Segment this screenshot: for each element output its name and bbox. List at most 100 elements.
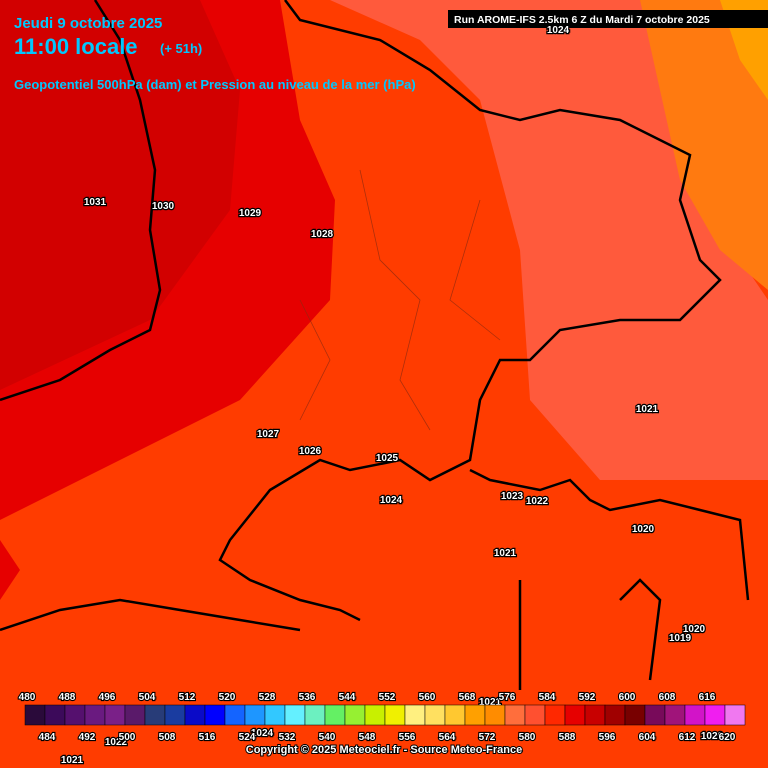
legend-swatch — [304, 704, 326, 726]
legend-swatch — [364, 704, 386, 726]
legend-swatch — [464, 704, 486, 726]
legend-swatch — [564, 704, 586, 726]
legend-swatch — [484, 704, 506, 726]
legend-label: 488 — [59, 692, 76, 703]
isobar-label: 1021 — [494, 548, 517, 559]
legend-label: 544 — [339, 692, 356, 703]
coast-south-east — [518, 578, 662, 690]
coast-west — [0, 0, 162, 402]
borders — [299, 169, 501, 431]
isobar-label: 1019 — [669, 633, 692, 644]
legend-label: 492 — [79, 732, 96, 743]
legend-swatch — [584, 704, 606, 726]
isobar-label: 1030 — [152, 201, 175, 212]
legend-swatch — [64, 704, 86, 726]
legend-swatch — [224, 704, 246, 726]
coastlines — [0, 0, 750, 690]
legend-label: 524 — [239, 732, 256, 743]
legend-swatch — [504, 704, 526, 726]
legend-label: 536 — [299, 692, 316, 703]
isobar-label: 1027 — [257, 429, 280, 440]
legend-label: 564 — [439, 732, 456, 743]
legend-label: 512 — [179, 692, 196, 703]
legend-swatch — [204, 704, 226, 726]
legend-label: 568 — [459, 692, 476, 703]
legend-swatch — [24, 704, 46, 726]
legend-label: 532 — [279, 732, 296, 743]
legend-label: 588 — [559, 732, 576, 743]
isobar-label: 1024 — [380, 495, 403, 506]
zone-red-small — [0, 540, 20, 600]
date: Jeudi 9 octobre 2025 — [14, 15, 162, 32]
legend-swatch — [444, 704, 466, 726]
zone-deep-red — [0, 0, 240, 390]
isobar-label: 1031 — [84, 197, 107, 208]
legend-label: 540 — [319, 732, 336, 743]
legend-swatch — [524, 704, 546, 726]
isobar-label: 1021 — [61, 755, 84, 766]
legend-label: 580 — [519, 732, 536, 743]
legend-label: 548 — [359, 732, 376, 743]
legend-swatch — [604, 704, 626, 726]
legend-label: 620 — [719, 732, 736, 743]
legend-swatch — [704, 704, 726, 726]
legend-label: 576 — [499, 692, 516, 703]
legend-swatch — [544, 704, 566, 726]
legend-swatch — [164, 704, 186, 726]
zone-orange — [640, 0, 768, 290]
isobar-label: 1028 — [311, 229, 334, 240]
legend-label: 596 — [599, 732, 616, 743]
legend-swatch — [244, 704, 266, 726]
legend-swatch — [144, 704, 166, 726]
legend-label: 600 — [619, 692, 636, 703]
legend-label: 480 — [19, 692, 36, 703]
legend-swatch — [384, 704, 406, 726]
legend-swatch — [344, 704, 366, 726]
isobar-label: 1024 — [251, 728, 274, 739]
legend-swatch — [84, 704, 106, 726]
legend-swatch — [404, 704, 426, 726]
legend-swatch — [44, 704, 66, 726]
legend-swatch — [104, 704, 126, 726]
legend-label: 516 — [199, 732, 216, 743]
time: 11:00 locale — [14, 34, 138, 59]
isobar-label: 1021 — [636, 404, 659, 415]
legend-label: 604 — [639, 732, 656, 743]
legend-label: 484 — [39, 732, 56, 743]
lead-time: (+ 51h) — [160, 41, 202, 56]
isobar-label: 1024 — [547, 25, 570, 36]
legend-label: 592 — [579, 692, 596, 703]
legend-label: 500 — [119, 732, 136, 743]
legend-label: 612 — [679, 732, 696, 743]
legend-swatch — [424, 704, 446, 726]
coast-south — [0, 598, 301, 632]
legend-swatch — [724, 704, 746, 726]
subtitle: Geopotentiel 500hPa (dam) et Pression au… — [14, 77, 416, 92]
legend-label: 508 — [159, 732, 176, 743]
coast-east — [469, 468, 750, 601]
legend-label: 552 — [379, 692, 396, 703]
border-lines — [299, 169, 501, 431]
legend-swatch — [184, 704, 206, 726]
legend-label: 528 — [259, 692, 276, 703]
legend-label: 584 — [539, 692, 556, 703]
copyright: Copyright © 2025 Meteociel.fr - Source M… — [246, 744, 522, 756]
legend-swatch — [664, 704, 686, 726]
isobar-label: 1020 — [683, 624, 706, 635]
legend-label: 560 — [419, 692, 436, 703]
run-box — [448, 10, 768, 28]
isobar-label: 1020 — [701, 731, 724, 742]
isobar-label: 1025 — [376, 453, 399, 464]
legend-swatch — [264, 704, 286, 726]
zone-light — [330, 0, 768, 480]
legend-label: 556 — [399, 732, 416, 743]
legend-swatch — [684, 704, 706, 726]
legend-label: 504 — [139, 692, 156, 703]
isobar-label: 1026 — [299, 446, 322, 457]
legend-label: 496 — [99, 692, 116, 703]
isobar-label: 1023 — [501, 491, 524, 502]
isobar-label: 1029 — [239, 208, 262, 219]
legend-swatch — [284, 704, 306, 726]
legend-swatch — [624, 704, 646, 726]
